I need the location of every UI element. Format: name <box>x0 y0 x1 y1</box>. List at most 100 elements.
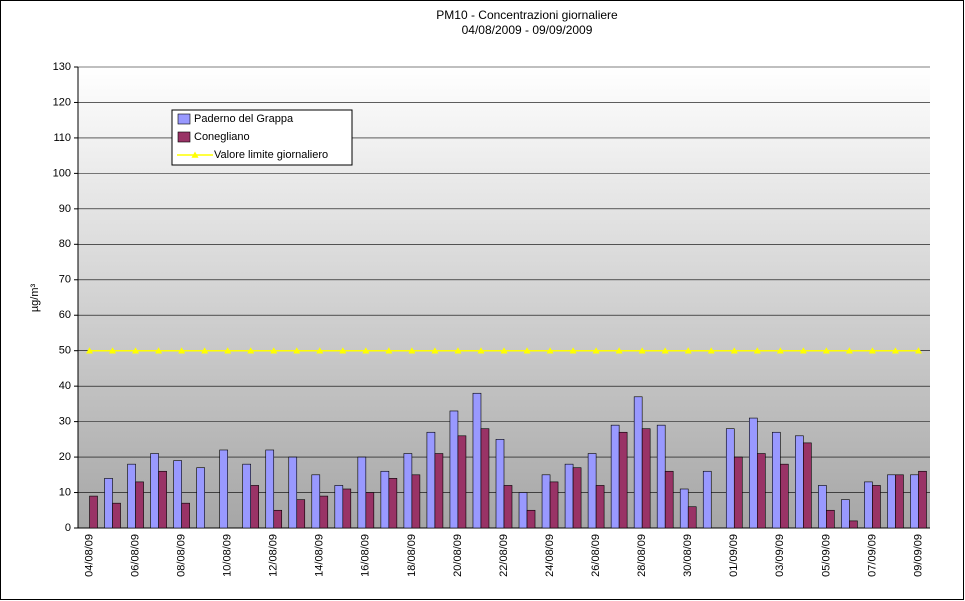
bar <box>357 456 367 529</box>
x-tick-label: 18/08/09 <box>406 534 418 577</box>
bar <box>795 435 804 529</box>
limit-marker <box>615 347 623 354</box>
bar <box>181 502 190 529</box>
bar <box>748 417 758 529</box>
bar <box>818 485 827 529</box>
bar <box>426 431 436 529</box>
bar <box>296 499 306 529</box>
bar <box>549 481 559 529</box>
bar <box>388 478 398 529</box>
bar <box>826 509 835 529</box>
limit-marker <box>891 347 899 354</box>
bar <box>518 492 528 529</box>
limit-marker <box>454 347 462 354</box>
bar <box>250 485 260 529</box>
bar <box>242 463 252 529</box>
bar <box>273 509 283 529</box>
bar <box>127 463 136 529</box>
bar <box>158 470 167 529</box>
limit-marker <box>109 347 117 354</box>
bar <box>526 509 536 529</box>
legend: Paderno del Grappa Conegliano Valore limit… <box>171 109 353 166</box>
x-tick-label: 10/08/09 <box>222 534 234 577</box>
plot: 0 10 20 30 40 50 60 70 80 90 100 110 120 130 04/08/09 0… <box>53 61 930 577</box>
x-tick-label: 01/09/09 <box>728 534 740 577</box>
bar <box>841 499 850 529</box>
bar <box>887 474 896 529</box>
legend-label: Conegliano <box>194 131 250 143</box>
limit-marker <box>569 347 577 354</box>
y-tick-label: 10 <box>59 486 71 498</box>
bar <box>803 442 812 529</box>
limit-marker <box>592 347 600 354</box>
bar <box>495 439 505 529</box>
bar <box>895 474 904 529</box>
y-tick-label: 80 <box>59 238 71 250</box>
bar <box>503 485 513 529</box>
bar <box>641 428 651 529</box>
x-tick-label: 20/08/09 <box>452 534 464 577</box>
bar <box>772 431 781 529</box>
bar <box>135 481 144 529</box>
bar <box>664 470 674 529</box>
bar <box>265 449 275 529</box>
x-tick-label: 16/08/09 <box>360 534 372 577</box>
x-tick-label: 26/08/09 <box>590 534 602 577</box>
limit-marker <box>868 347 876 354</box>
limit-marker <box>799 347 807 354</box>
bar <box>104 478 113 529</box>
limit-marker <box>477 347 485 354</box>
bar <box>411 474 421 529</box>
bar <box>112 502 121 529</box>
y-axis-label: µg/m³ <box>29 283 41 312</box>
y-tick-label: 50 <box>59 345 71 357</box>
limit-marker <box>362 347 370 354</box>
limit-marker <box>132 347 140 354</box>
y-tick-label: 120 <box>53 96 71 108</box>
x-tick-label: 08/08/09 <box>176 534 188 577</box>
limit-marker <box>661 347 669 354</box>
limit-marker <box>638 347 646 354</box>
y-tick-label: 30 <box>59 416 71 428</box>
legend-swatch <box>177 113 191 125</box>
legend-marker <box>191 151 199 158</box>
y-tick-label: 110 <box>53 132 71 144</box>
bar <box>449 410 459 529</box>
bar <box>434 453 444 529</box>
y-tick-label: 20 <box>59 451 71 463</box>
limit-marker <box>845 347 853 354</box>
limit-marker <box>316 347 324 354</box>
x-tick-label: 04/08/09 <box>83 534 95 577</box>
bar <box>150 453 159 529</box>
limit-marker <box>293 347 301 354</box>
x-tick-label: 07/09/09 <box>866 534 878 577</box>
bar <box>173 460 182 529</box>
bar <box>633 396 643 529</box>
chart-title: PM10 - Concentrazioni giornaliere <box>436 8 618 22</box>
legend-label: Paderno del Grappa <box>194 113 294 125</box>
bar <box>457 435 467 529</box>
bar <box>380 470 390 529</box>
bar <box>872 485 881 529</box>
bar <box>564 463 574 529</box>
y-tick-label: 60 <box>59 309 71 321</box>
bar <box>541 474 551 529</box>
limit-marker <box>408 347 416 354</box>
legend-box <box>171 109 353 166</box>
limit-marker <box>684 347 692 354</box>
x-tick-label: 24/08/09 <box>544 534 556 577</box>
x-tick-label: 09/09/09 <box>912 534 924 577</box>
x-tick-label: 03/09/09 <box>774 534 786 577</box>
y-tick-label: 70 <box>59 274 71 286</box>
bar <box>472 392 482 529</box>
bar <box>572 467 582 529</box>
bar <box>595 485 605 529</box>
x-tick-label: 06/08/09 <box>129 534 141 577</box>
x-tick-label: 14/08/09 <box>314 534 326 577</box>
bar <box>610 424 620 529</box>
limit-marker <box>500 347 508 354</box>
bar <box>725 428 735 529</box>
limit-marker <box>914 347 922 354</box>
limit-marker <box>201 347 209 354</box>
